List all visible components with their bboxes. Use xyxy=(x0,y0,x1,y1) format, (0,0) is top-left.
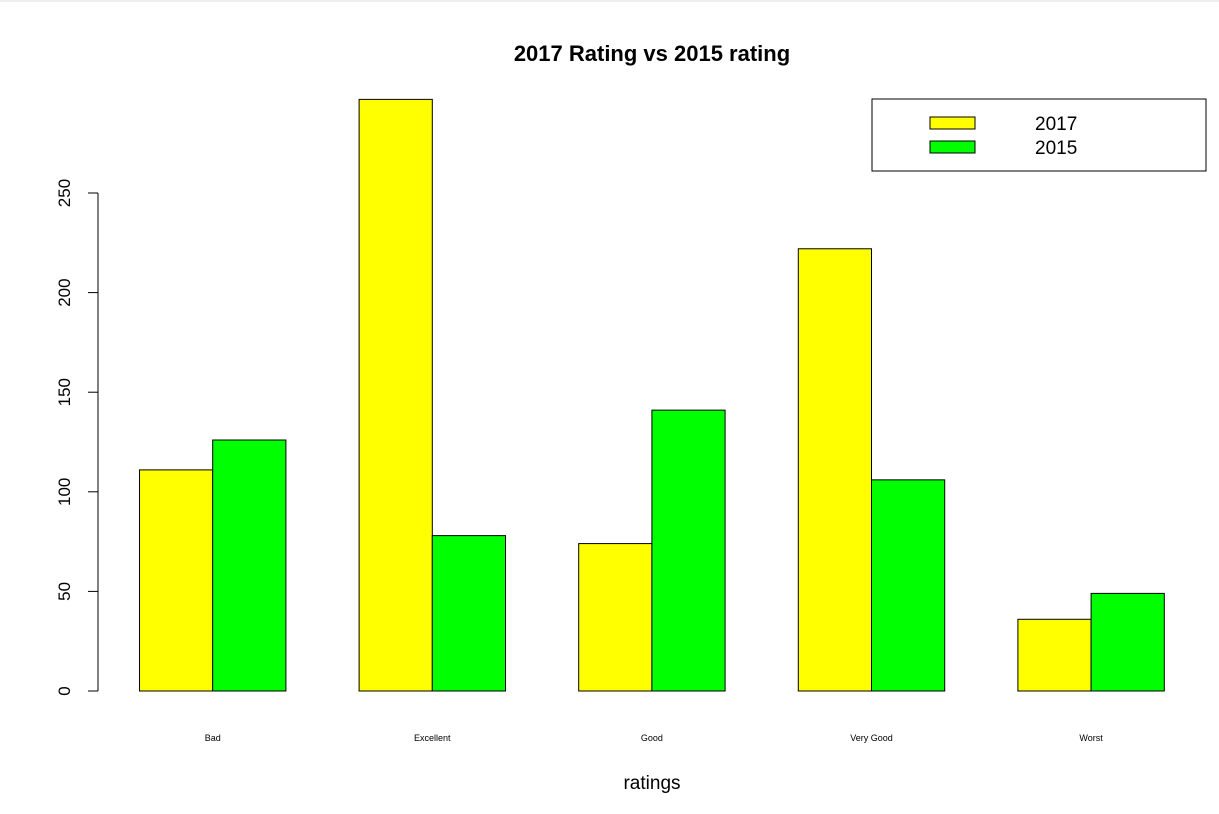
bar-2017-good xyxy=(578,543,653,692)
x-axis-label: ratings xyxy=(623,773,680,794)
x-tick-label: Bad xyxy=(205,733,221,743)
x-tick-label: Excellent xyxy=(414,733,451,743)
y-tick-label: 200 xyxy=(55,278,74,306)
x-tick-label: Good xyxy=(641,733,663,743)
bar-2015-bad xyxy=(212,439,287,692)
x-tick-label: Worst xyxy=(1079,733,1103,743)
window-top-strip xyxy=(0,0,1219,2)
x-tick-labels: Bad Excellent Good Very Good Worst xyxy=(205,733,1104,743)
bars-group xyxy=(139,98,1165,692)
y-tick-label: 100 xyxy=(55,478,74,506)
legend-swatch-2015 xyxy=(929,140,976,154)
y-tick-label: 250 xyxy=(55,179,74,207)
x-tick-label: Very Good xyxy=(850,733,893,743)
bar-2017-worst xyxy=(1017,618,1092,692)
bar-2015-excellent xyxy=(431,535,506,692)
bar-2017-bad xyxy=(139,469,214,692)
legend-label-2015: 2015 xyxy=(1035,138,1077,159)
bar-2015-good xyxy=(651,409,726,692)
legend-label-2017: 2017 xyxy=(1035,114,1077,135)
bar-2017-very-good xyxy=(797,248,872,692)
bar-2015-worst xyxy=(1090,592,1165,692)
legend: 2017 2015 xyxy=(871,98,1207,172)
y-axis: 0 50 100 150 200 250 xyxy=(55,179,99,696)
bar-2017-excellent xyxy=(358,98,433,692)
legend-box xyxy=(871,98,1207,172)
bar-2015-very-good xyxy=(871,479,946,692)
y-tick-label: 0 xyxy=(55,686,74,695)
y-tick-label: 150 xyxy=(55,378,74,406)
y-tick-label: 50 xyxy=(55,582,74,601)
chart-title: 2017 Rating vs 2015 rating xyxy=(514,41,790,66)
legend-swatch-2017 xyxy=(929,116,976,130)
